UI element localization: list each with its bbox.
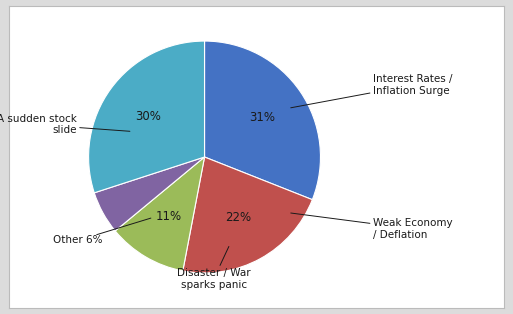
Wedge shape bbox=[205, 41, 321, 200]
Text: Interest Rates /
Inflation Surge: Interest Rates / Inflation Surge bbox=[291, 74, 452, 108]
Wedge shape bbox=[94, 157, 205, 231]
Wedge shape bbox=[183, 157, 312, 273]
Text: Other 6%: Other 6% bbox=[53, 218, 151, 246]
Text: A sudden stock
slide: A sudden stock slide bbox=[0, 114, 130, 135]
Wedge shape bbox=[89, 41, 205, 193]
Text: 30%: 30% bbox=[135, 110, 161, 122]
Wedge shape bbox=[115, 157, 205, 271]
Text: 22%: 22% bbox=[225, 211, 251, 225]
Text: 31%: 31% bbox=[249, 111, 275, 124]
Text: Weak Economy
/ Deflation: Weak Economy / Deflation bbox=[291, 213, 452, 240]
Text: 11%: 11% bbox=[156, 210, 182, 223]
Text: Disaster / War
sparks panic: Disaster / War sparks panic bbox=[177, 246, 251, 290]
